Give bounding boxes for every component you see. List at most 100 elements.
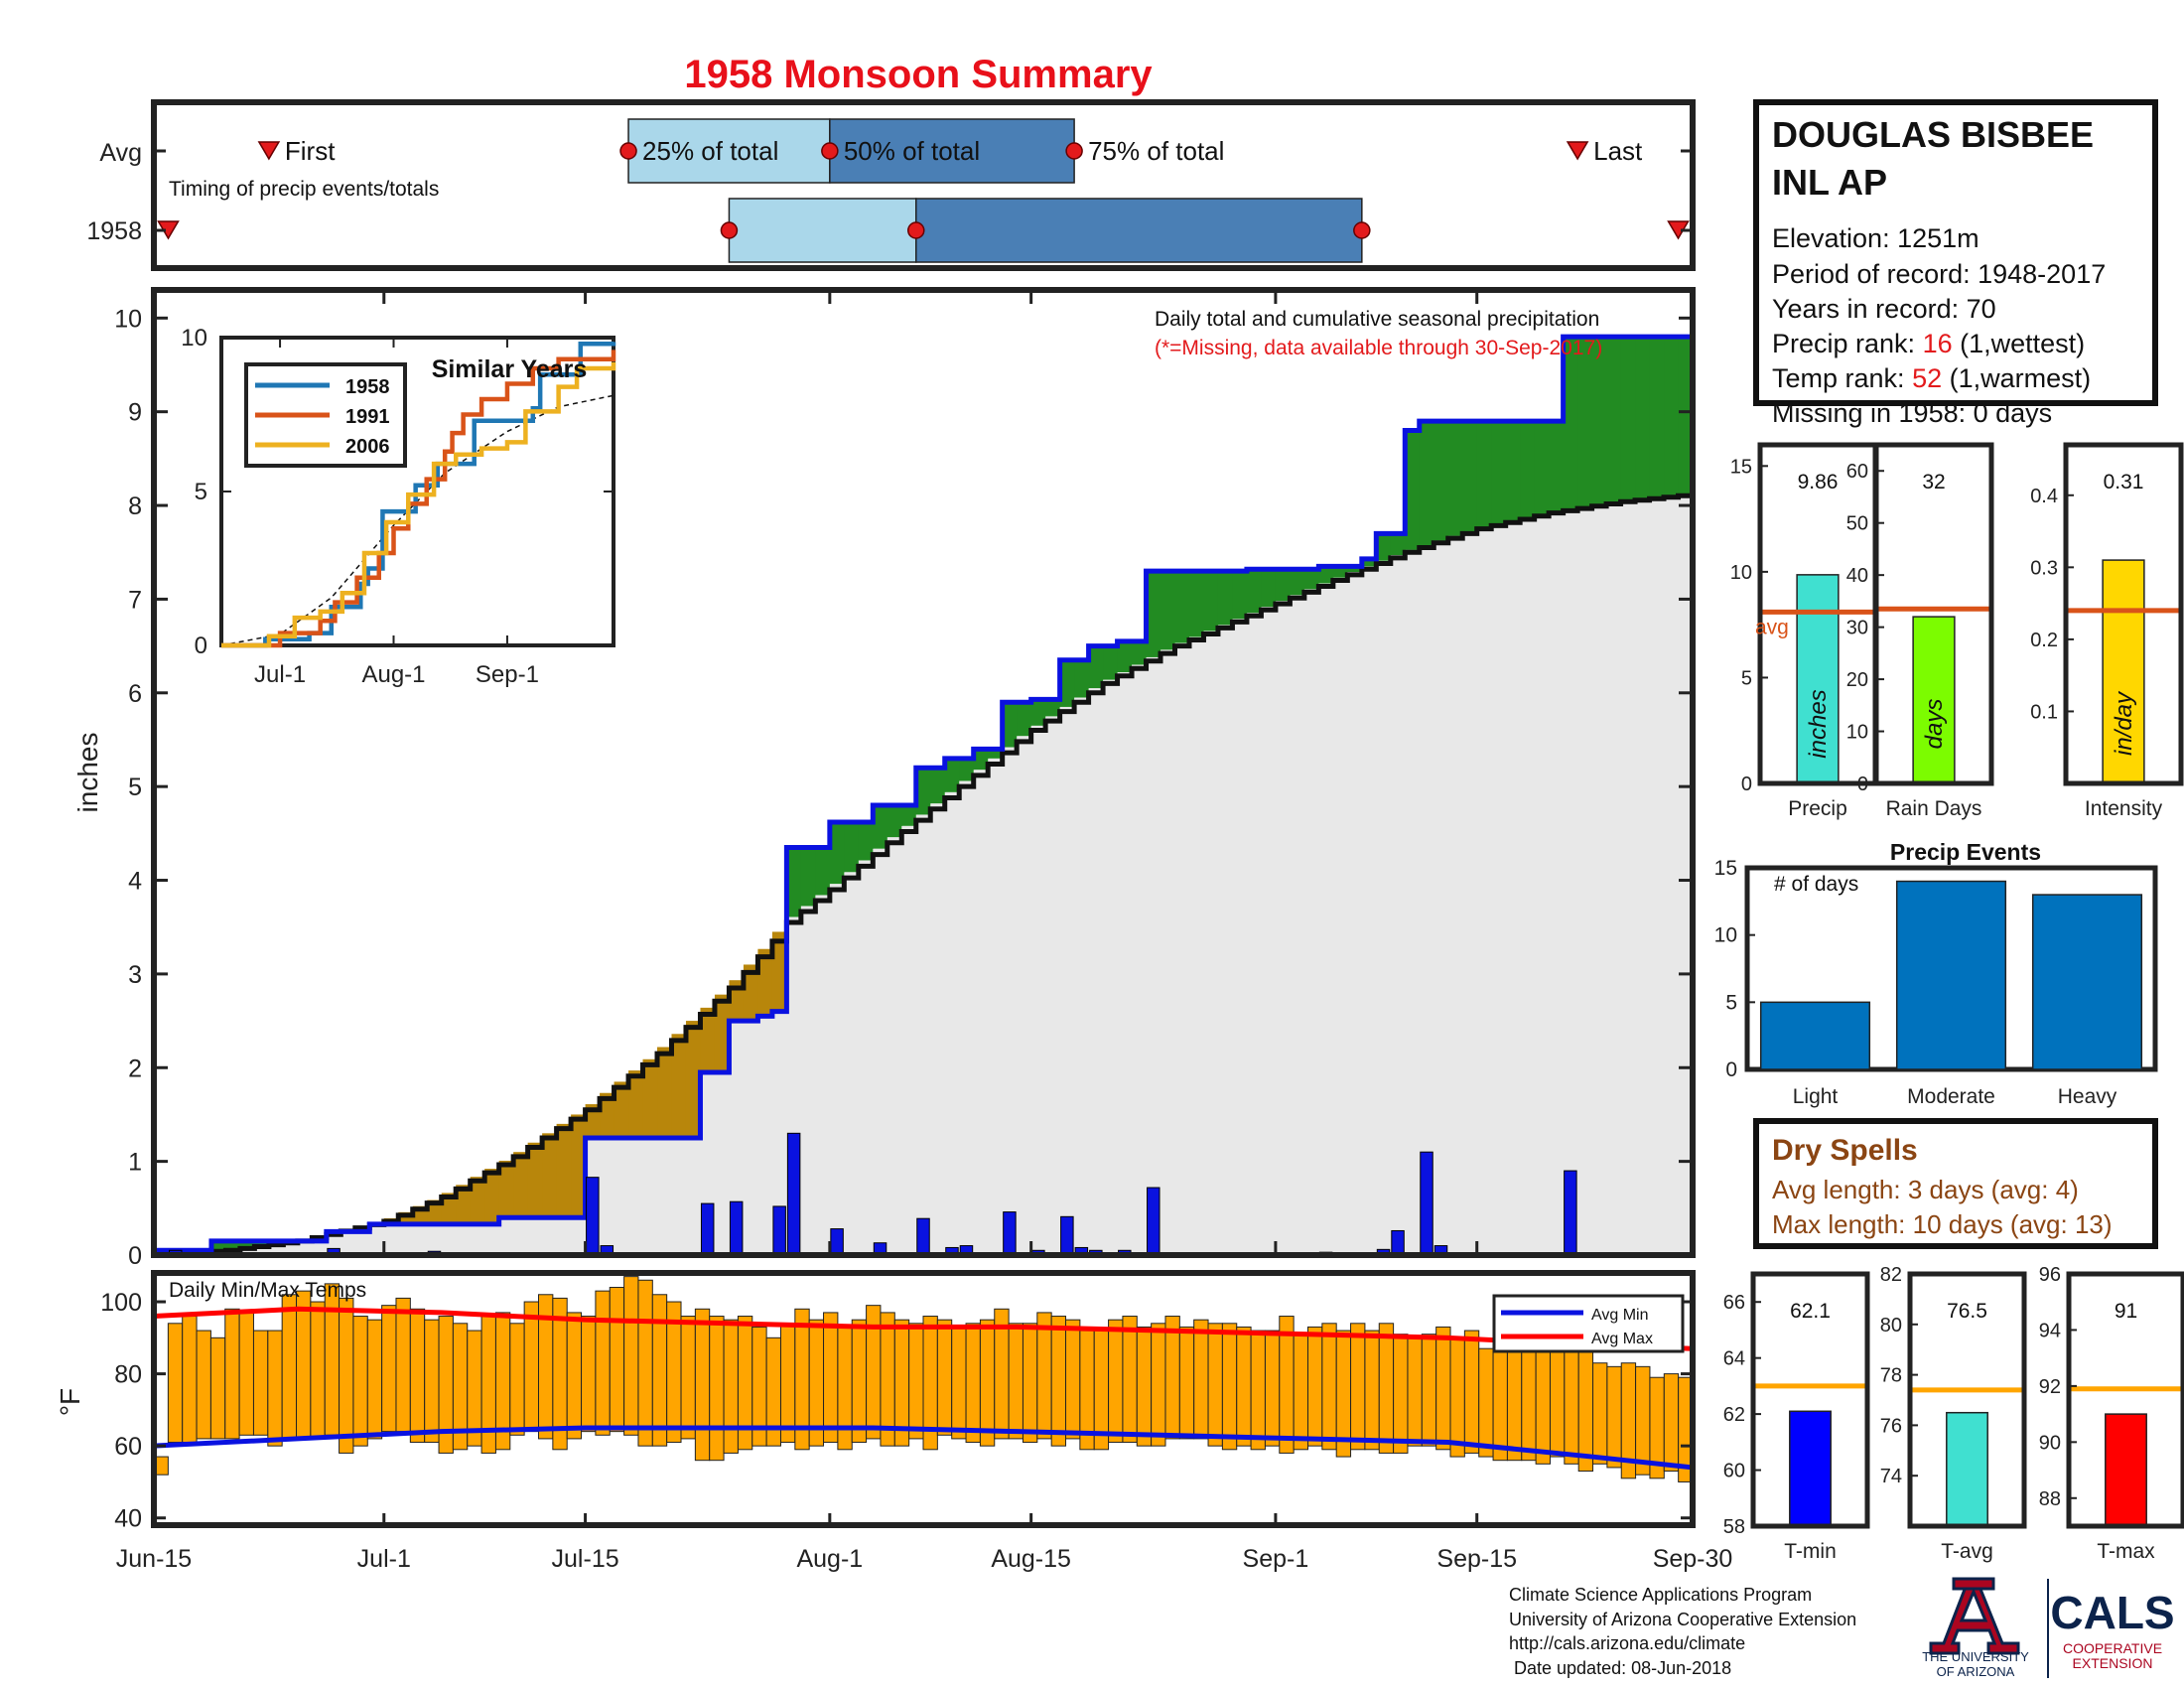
timing-year-label: 1958: [86, 217, 142, 245]
cumulative-base-fill: [800, 906, 816, 1255]
daily-temp-bar: [723, 1319, 739, 1454]
above-average-fill: [1491, 421, 1507, 524]
inset-xtick-label: Jul-1: [254, 661, 306, 688]
inset-series-2006: [221, 361, 616, 648]
stat-value: 32: [1922, 471, 1945, 493]
cumulative-base-fill: [671, 1138, 687, 1255]
above-average-fill: [1347, 566, 1363, 573]
above-average-fill: [1074, 659, 1090, 698]
stat-tick-label: 50: [1846, 513, 1868, 535]
cumulative-base-fill: [1275, 601, 1291, 1255]
cumulative-base-fill: [383, 1223, 399, 1255]
cumulative-base-fill: [513, 1217, 529, 1255]
cumulative-base-fill: [988, 758, 1004, 1255]
above-average-fill: [239, 1240, 256, 1248]
stat-tick-label: 0.3: [2030, 557, 2058, 579]
daily-precip-bar: [1003, 1211, 1017, 1256]
cumulative-base-fill: [1664, 495, 1680, 1255]
first-label: First: [285, 136, 336, 166]
daily-temp-bar: [1050, 1316, 1067, 1447]
stat-tick-label: 96: [2039, 1264, 2061, 1286]
below-average-fill: [441, 1193, 457, 1224]
temp-ytick-label: 100: [100, 1289, 142, 1317]
date-tick-label: Aug-15: [991, 1545, 1071, 1573]
cumulative-ylabel: inches: [72, 733, 103, 813]
date-tick-label: Sep-1: [1243, 1545, 1309, 1573]
above-average-fill: [1203, 571, 1219, 632]
daily-precip-bar: [1060, 1215, 1074, 1256]
p75-marker: [1065, 142, 1083, 160]
above-average-fill: [1117, 640, 1133, 673]
stat-tick-label: 0.2: [2030, 630, 2058, 651]
below-average-fill: [628, 1070, 644, 1139]
above-average-fill: [1447, 421, 1463, 536]
above-average-fill: [873, 805, 888, 849]
cumulative-base-fill: [1103, 679, 1119, 1255]
above-average-fill: [1146, 571, 1161, 657]
daily-temp-bar: [238, 1312, 254, 1436]
stat-tick-label: 30: [1846, 618, 1868, 639]
above-average-fill: [1132, 640, 1148, 665]
stat-tick-label: 10: [1730, 562, 1752, 584]
below-average-fill: [498, 1160, 514, 1218]
footer-credits: Climate Science Applications Program Uni…: [1509, 1585, 1856, 1678]
cumulative-base-fill: [1347, 572, 1363, 1255]
daily-temp-bar: [694, 1308, 711, 1462]
daily-temp-bar: [566, 1312, 583, 1440]
above-average-fill: [1620, 337, 1636, 501]
temps-legend: Avg Min Avg Max: [1492, 1294, 1685, 1353]
daily-precip-bar: [586, 1177, 600, 1256]
precip-event-bar: [2031, 894, 2143, 1070]
stat-tick-label: 0.4: [2030, 486, 2058, 507]
above-average-fill: [1303, 569, 1319, 590]
cumulative-base-fill: [1088, 688, 1104, 1255]
date-tick-label: Aug-1: [796, 1545, 863, 1573]
above-average-fill: [901, 805, 917, 826]
stat-panel-frame: [1873, 442, 1994, 786]
daily-temp-bar: [609, 1287, 625, 1433]
footer-line3: http://cals.arizona.edu/climate: [1509, 1633, 1745, 1653]
events-tick-label: 15: [1714, 857, 1737, 880]
stat-bar: [1789, 1410, 1832, 1527]
below-average-fill: [470, 1177, 485, 1224]
below-average-fill: [571, 1114, 587, 1218]
daily-temp-bar: [1564, 1351, 1579, 1465]
similar-years-plot: 0 5 10 Jul-1 Aug-1 Sep-1: [181, 325, 616, 688]
stat-value: 76.5: [1947, 1300, 1987, 1323]
above-average-fill: [1534, 421, 1550, 515]
daily-temp-bar: [1378, 1323, 1395, 1454]
above-average-fill: [1405, 430, 1421, 550]
above-average-fill: [887, 805, 902, 838]
cumulative-base-fill: [1635, 499, 1651, 1256]
daily-temp-bar: [310, 1301, 326, 1440]
cumulative-base-fill: [1174, 642, 1190, 1255]
stat-tick-label: 10: [1846, 722, 1868, 744]
events-tick-label: 5: [1725, 991, 1737, 1014]
daily-temp-bar: [1151, 1323, 1166, 1447]
daily-temp-bar: [1221, 1323, 1238, 1451]
footer-line4: Date updated: 08-Jun-2018: [1509, 1658, 1731, 1678]
stat-tick-label: 90: [2039, 1432, 2061, 1454]
cumulative-ytick-label: 3: [128, 961, 142, 989]
stat-panel-t-avg: 74 76 78 80 82 76.5 T-avg: [1880, 1264, 2027, 1563]
cumulative-base-fill: [1606, 502, 1622, 1255]
stat-tick-label: 20: [1846, 669, 1868, 691]
stat-tick-label: 92: [2039, 1376, 2061, 1398]
ua-text-line2: OF ARIZONA: [1937, 1664, 2015, 1679]
cumulative-base-fill: [1462, 531, 1478, 1255]
below-average-fill: [600, 1092, 615, 1139]
above-average-fill: [1577, 337, 1593, 507]
daily-temp-bar: [1250, 1330, 1266, 1451]
daily-temp-bar: [296, 1290, 312, 1440]
cumulative-base-fill: [743, 1021, 759, 1255]
above-average-fill: [1376, 533, 1392, 561]
above-average-fill: [1419, 421, 1434, 546]
daily-temp-bar: [267, 1330, 283, 1447]
cumulative-base-fill: [714, 1071, 731, 1255]
daily-temp-bar: [252, 1330, 269, 1436]
station-elevation: Elevation: 1251m: [1772, 223, 1979, 253]
stat-value: 0.31: [2104, 471, 2144, 493]
cumulative-base-fill: [1447, 535, 1463, 1255]
above-average-fill: [210, 1240, 227, 1251]
station-years: Years in record: 70: [1772, 294, 1996, 324]
